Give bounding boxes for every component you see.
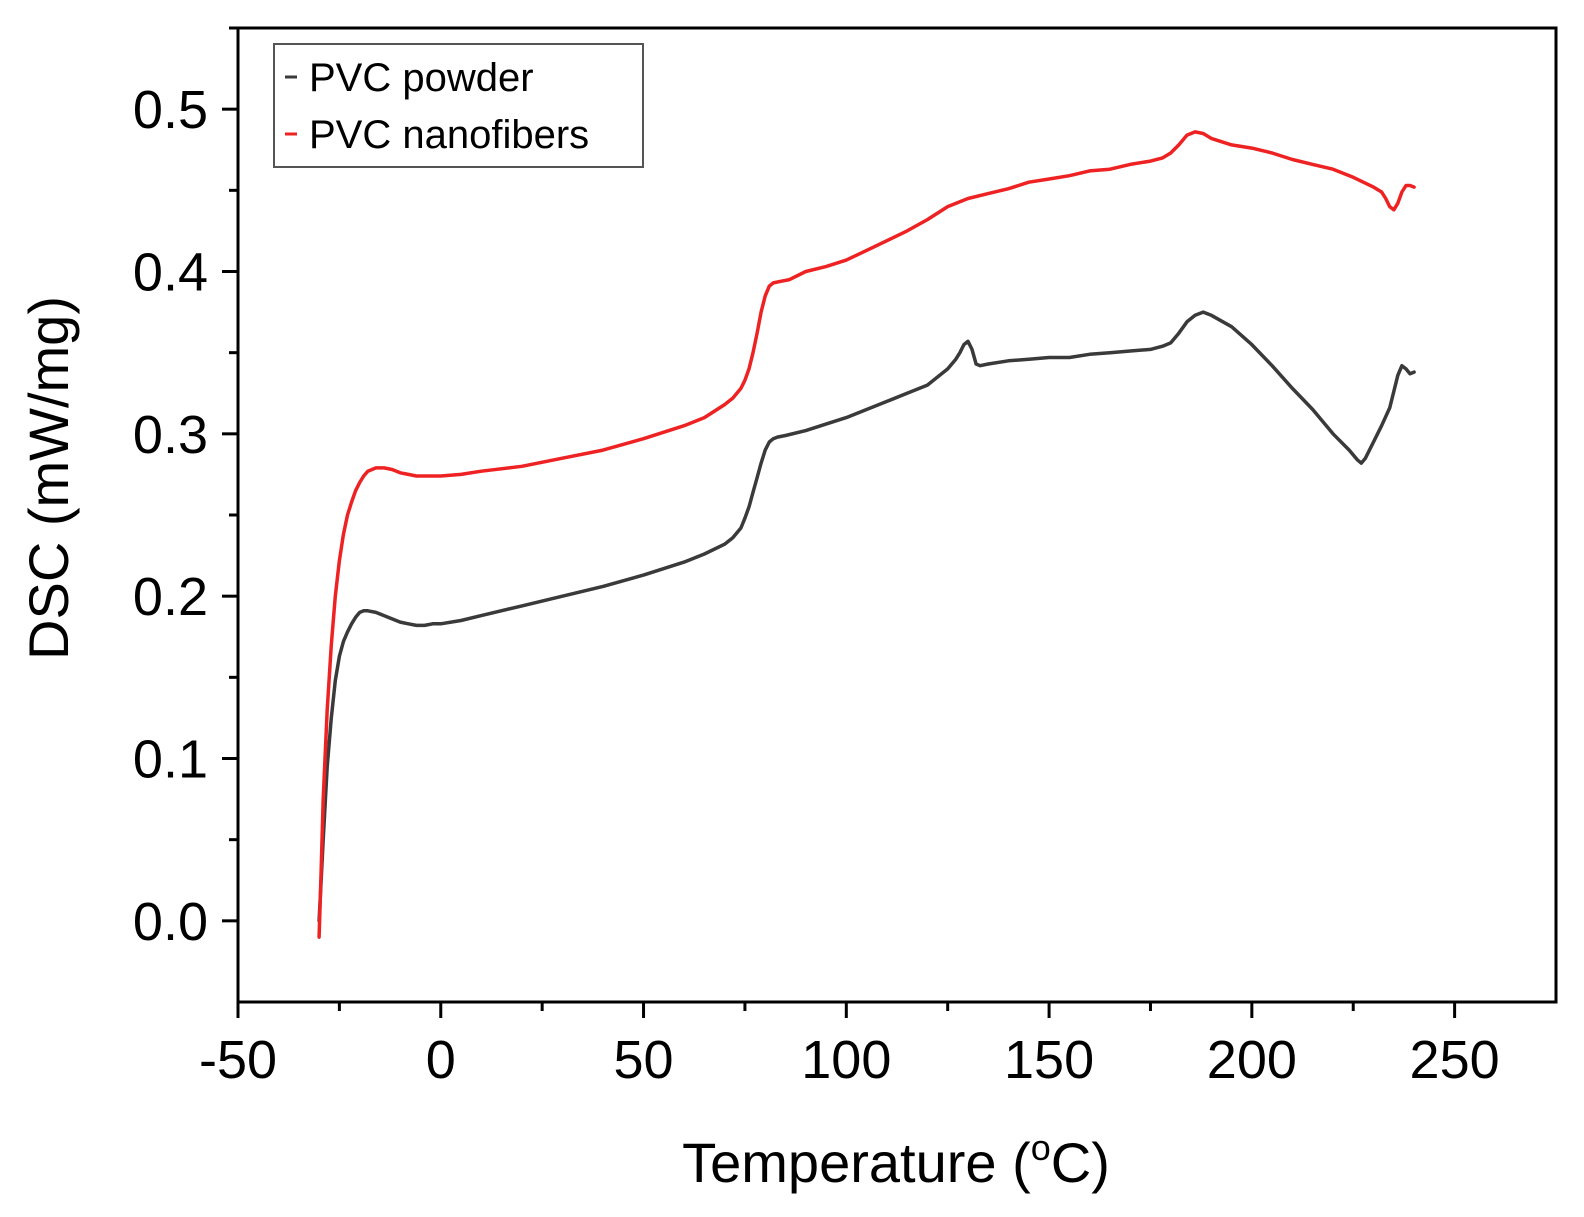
- x-tick-label-2: 50: [613, 1030, 673, 1090]
- legend-label-pvc-nanofibers: PVC nanofibers: [309, 113, 589, 157]
- legend-box: [273, 43, 644, 168]
- y-tick-label-4: 0.4: [133, 243, 208, 303]
- plot-frame: [236, 26, 1558, 1004]
- series-line-pvc-powder: [317, 310, 1416, 923]
- y-tick-label-5: 0.5: [133, 80, 208, 140]
- series-line-pvc-nanofibers: [317, 130, 1416, 939]
- legend-label-pvc-powder: PVC powder: [309, 56, 534, 100]
- x-tick-label-1: 0: [426, 1030, 456, 1090]
- x-tick-label-0: -50: [199, 1030, 277, 1090]
- x-axis-label: Temperature (oC): [682, 1127, 1110, 1194]
- y-tick-label-0: 0.0: [133, 892, 208, 952]
- y-axis-ticks: 0.0 0.1 0.2 0.3 0.4 0.5: [133, 26, 238, 952]
- x-tick-label-5: 200: [1207, 1030, 1297, 1090]
- y-tick-label-2: 0.2: [133, 567, 208, 627]
- y-tick-label-1: 0.1: [133, 730, 208, 790]
- x-tick-label-4: 150: [1004, 1030, 1094, 1090]
- legend: PVC powder PVC nanofibers: [273, 43, 644, 168]
- x-tick-label-6: 250: [1410, 1030, 1500, 1090]
- series-layer: [317, 130, 1416, 939]
- x-tick-label-3: 100: [801, 1030, 891, 1090]
- x-axis-ticks: -50 0 50 100 150 200 250: [199, 1002, 1500, 1090]
- y-axis-label: DSC (mW/mg): [17, 296, 80, 660]
- y-tick-label-3: 0.3: [133, 405, 208, 465]
